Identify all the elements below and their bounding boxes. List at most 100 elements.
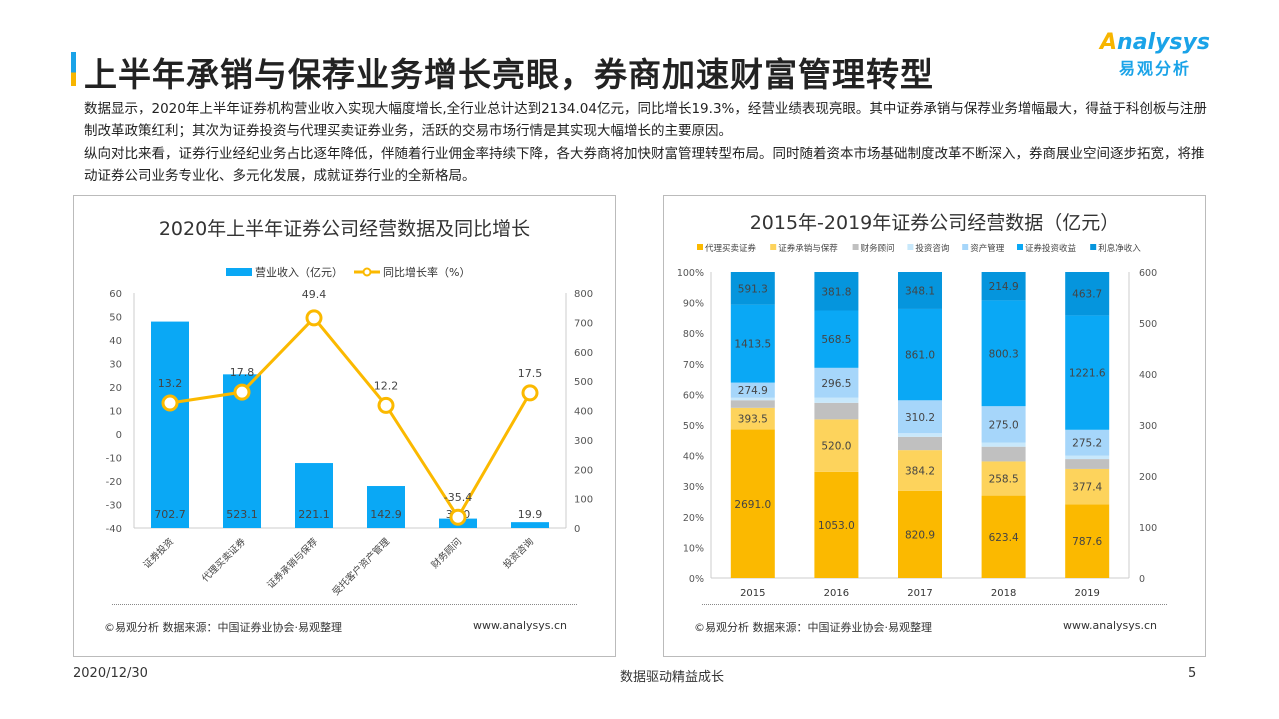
legend-swatch: [770, 244, 777, 250]
stack-segment: [898, 490, 942, 578]
stack-segment: [898, 450, 942, 491]
legend-label: 证券投资收益: [1025, 243, 1077, 254]
stack-segment: [730, 407, 775, 430]
legend-swatch: [1017, 244, 1023, 250]
source-note: ©易观分析 数据来源：中国证券业协会·易观整理: [694, 621, 932, 634]
segment-label: 1413.5: [734, 339, 771, 351]
stack-segment: [1065, 272, 1110, 316]
category-label: 2017: [907, 588, 932, 599]
y-tick-left: 60%: [683, 390, 704, 401]
stack-segment: [814, 310, 859, 368]
bar-label: 221.1: [298, 508, 330, 521]
y-tick-left: 30%: [683, 482, 704, 493]
bar-label: 142.9: [370, 508, 402, 521]
page-title: 上半年承销与保荐业务增长亮眼，券商加速财富管理转型: [84, 55, 934, 94]
chart-right: 100% 90% 80% 70% 60% 50% 40% 30% 20% 10% 0% 600 500 4…: [677, 243, 1157, 599]
y-tick-left: -10: [106, 454, 122, 465]
divider: [702, 604, 1167, 605]
segment-label: 861.0: [905, 350, 935, 362]
stack-segment: [898, 308, 942, 401]
stack-segment: [898, 272, 942, 309]
segment-label: 820.9: [905, 529, 935, 541]
logo-cn: 易观分析: [1118, 59, 1191, 78]
y-tick-left: -30: [106, 501, 122, 512]
y-tick-right: 100: [574, 495, 593, 506]
y-tick-left: 90%: [683, 299, 704, 310]
bar: [295, 463, 333, 528]
legend-label: 证券承销与保荐: [778, 243, 838, 254]
stack-segment: [898, 400, 942, 434]
legend-swatch: [907, 244, 914, 250]
legend-swatch: [1090, 244, 1097, 250]
category-label: 证券投资: [141, 535, 177, 571]
line-label: 17.8: [230, 366, 255, 379]
y-tick-left: 60: [109, 289, 122, 300]
y-tick-right: 600: [1139, 268, 1157, 279]
stack-segment: [814, 419, 859, 472]
stack-segment: [730, 382, 775, 398]
growth-line: [169, 315, 532, 521]
stack-segment: [1065, 468, 1110, 505]
chart-title: 2020年上半年证券公司经营数据及同比增长: [158, 218, 531, 240]
legend-marker: [362, 267, 372, 277]
y-tick-left: 40: [109, 336, 122, 347]
stack-segment: [898, 433, 942, 437]
stack-segment: [814, 402, 859, 420]
y-tick-right: 800: [574, 289, 593, 300]
segment-label: 393.5: [738, 414, 768, 426]
source-url[interactable]: www.analysys.cn: [473, 619, 567, 632]
line-label: 17.5: [518, 367, 543, 380]
category-label: 2016: [824, 588, 849, 599]
y-tick-right: 700: [574, 318, 593, 329]
y-tick-right: 300: [1139, 421, 1157, 432]
stack-segment: [981, 446, 1026, 462]
segment-label: 568.5: [821, 334, 851, 346]
chart-left: 6050403020100-10-20-30-40800700600500400…: [106, 265, 593, 598]
legend-swatch: [852, 244, 859, 250]
y-tick-right: 600: [574, 348, 593, 359]
y-tick-left: 0%: [689, 574, 704, 585]
stack-segment: [981, 406, 1026, 443]
line-point: [521, 384, 539, 402]
stack-segment: [814, 397, 859, 403]
y-tick-right: 200: [1139, 472, 1157, 483]
legend-label: 同比增长率（%）: [383, 265, 470, 279]
stack-segment: [730, 304, 775, 383]
category-label: 2019: [1074, 588, 1099, 599]
stack-segment: [1065, 459, 1110, 469]
segment-label: 310.2: [905, 412, 935, 424]
line-point: [305, 309, 323, 327]
y-tick-right: 400: [1139, 370, 1157, 381]
stack-segment: [730, 429, 775, 578]
segment-label: 275.2: [1072, 438, 1102, 450]
bar-label: 523.1: [226, 508, 258, 521]
y-tick-left: 100%: [677, 268, 704, 279]
y-tick-right: 500: [1139, 319, 1157, 330]
stack-segment: [898, 436, 942, 451]
bar: [367, 486, 405, 528]
category-label: 投资咨询: [501, 536, 536, 571]
segment-label: 381.8: [821, 286, 851, 298]
chart-title: 2015年-2019年证券公司经营数据（亿元）: [749, 212, 1120, 234]
footer-date: 2020/12/30: [73, 666, 148, 681]
stack-segment: [981, 300, 1026, 407]
source-url[interactable]: www.analysys.cn: [1063, 619, 1157, 632]
category-label: 受托客户资产管理: [330, 535, 393, 598]
segment-label: 377.4: [1072, 482, 1102, 494]
stack-segment: [730, 400, 775, 408]
y-tick-right: 0: [574, 524, 580, 535]
title-accent: [71, 52, 76, 86]
stack-segment: [1065, 504, 1110, 578]
y-tick-left: 70%: [683, 360, 704, 371]
y-tick-right: 300: [574, 436, 593, 447]
segment-label: 463.7: [1072, 289, 1102, 301]
category-label: 财务顾问: [429, 536, 464, 571]
line-point: [233, 383, 251, 401]
y-tick-left: -20: [106, 477, 122, 488]
segment-label: 274.9: [738, 385, 768, 397]
y-tick-right: 0: [1139, 574, 1145, 585]
stack-segment: [981, 495, 1026, 578]
y-tick-right: 400: [574, 407, 593, 418]
logo: Analysys 易观分析: [1100, 30, 1210, 79]
line-label: -35.4: [444, 491, 472, 504]
